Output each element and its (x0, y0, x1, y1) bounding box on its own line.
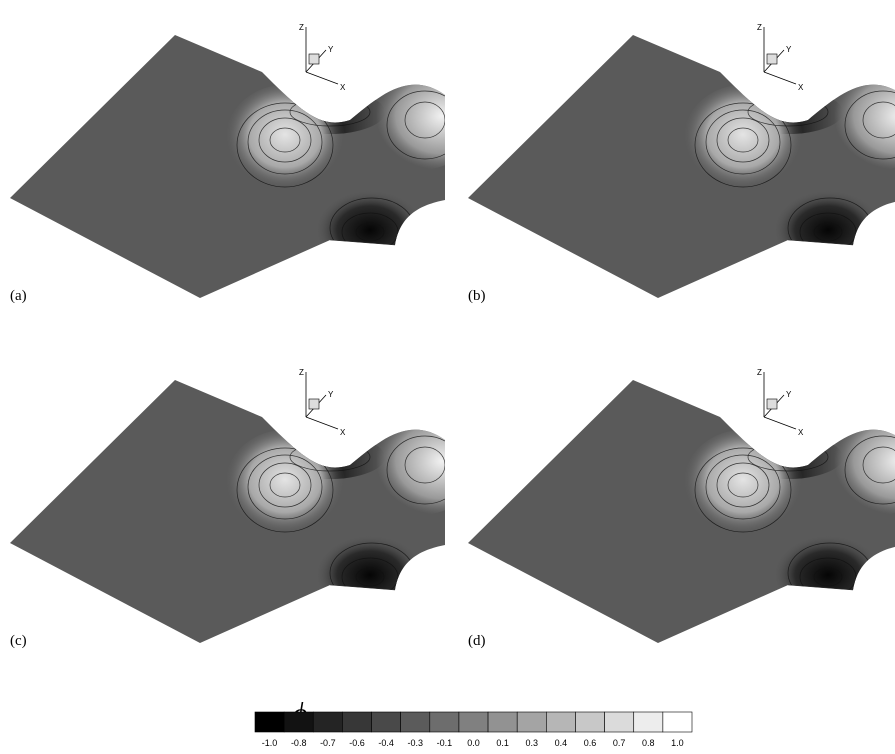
colorbar-label: -0.4 (378, 738, 394, 748)
colorbar-swatch (605, 712, 634, 732)
colorbar-label: -0.3 (407, 738, 423, 748)
axis-y-label: Y (786, 45, 792, 54)
axis-cube (767, 399, 777, 409)
colorbar-label: -0.7 (320, 738, 336, 748)
colorbar-label: -0.1 (437, 738, 453, 748)
colorbar-swatch (517, 712, 546, 732)
colorbar-swatch (401, 712, 430, 732)
colorbar-label: 0.4 (555, 738, 568, 748)
colorbar-swatch (634, 712, 663, 732)
colorbar-label: 0.7 (613, 738, 626, 748)
axis-x (306, 72, 338, 84)
axis-z-label: Z (299, 368, 304, 377)
colorbar-swatch (459, 712, 488, 732)
panel-label: (b) (468, 288, 486, 304)
colorbar-swatch (488, 712, 517, 732)
axis-x-label: X (340, 83, 346, 92)
colorbar-swatch (575, 712, 604, 732)
colorbar-label: 0.3 (526, 738, 539, 748)
panel-label: (a) (10, 288, 27, 304)
colorbar-swatch (255, 712, 284, 732)
axis-x (764, 72, 796, 84)
axis-x-label: X (798, 83, 804, 92)
colorbar-swatch (663, 712, 692, 732)
colorbar-label: -0.8 (291, 738, 307, 748)
colorbar-swatch (372, 712, 401, 732)
axis-cube (767, 54, 777, 64)
axis-x (306, 417, 338, 429)
colorbar-label: 1.0 (671, 738, 684, 748)
axis-z-label: Z (299, 23, 304, 32)
colorbar-label: -0.6 (349, 738, 365, 748)
colorbar-label: 0.6 (584, 738, 597, 748)
axis-y-label: Y (328, 45, 334, 54)
axis-cube (309, 54, 319, 64)
axis-x (764, 417, 796, 429)
colorbar-swatch (546, 712, 575, 732)
colorbar-label: 0.0 (467, 738, 480, 748)
axis-x-label: X (798, 428, 804, 437)
axis-y-label: Y (328, 390, 334, 399)
axis-x-label: X (340, 428, 346, 437)
axis-z-label: Z (757, 368, 762, 377)
axis-z-label: Z (757, 23, 762, 32)
axis-y-label: Y (786, 390, 792, 399)
colorbar-label: -1.0 (262, 738, 278, 748)
panel-label: (c) (10, 633, 27, 649)
colorbar-swatch (430, 712, 459, 732)
colorbar-swatch (284, 712, 313, 732)
colorbar-label: 0.8 (642, 738, 655, 748)
panel-label: (d) (468, 633, 486, 649)
axis-cube (309, 399, 319, 409)
colorbar-label: 0.1 (496, 738, 509, 748)
colorbar-swatch (313, 712, 342, 732)
figure: ϕ (a)ZYX(b)ZYX(c)ZYX(d)ZYX-1.0-0.8-0.7-0… (0, 0, 895, 754)
colorbar-swatch (342, 712, 371, 732)
